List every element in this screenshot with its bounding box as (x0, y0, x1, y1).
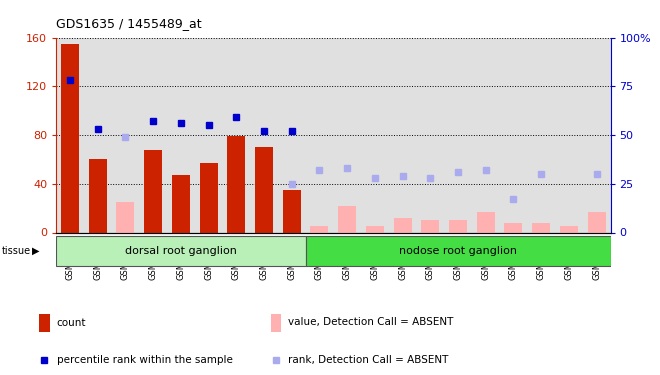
Bar (310, 226, 329, 232)
Bar (39, 314, 50, 332)
Bar (560, 226, 578, 232)
Bar (338, 206, 356, 232)
Bar (88, 159, 107, 232)
Text: tissue: tissue (2, 246, 31, 256)
Bar (449, 220, 467, 232)
Text: count: count (57, 318, 86, 327)
Text: percentile rank within the sample: percentile rank within the sample (57, 355, 232, 365)
Bar (61, 44, 79, 232)
Text: nodose root ganglion: nodose root ganglion (399, 246, 517, 256)
Bar (271, 314, 281, 332)
Bar (421, 220, 440, 232)
Bar (393, 218, 412, 232)
Text: rank, Detection Call = ABSENT: rank, Detection Call = ABSENT (288, 355, 449, 365)
Bar (56, 236, 306, 266)
Bar (306, 236, 610, 266)
Text: GDS1635 / 1455489_at: GDS1635 / 1455489_at (56, 17, 202, 30)
Bar (587, 212, 606, 232)
Bar (144, 150, 162, 232)
Bar (199, 163, 218, 232)
Bar (504, 223, 523, 232)
Bar (532, 223, 550, 232)
Text: ▶: ▶ (32, 246, 39, 256)
Bar (255, 147, 273, 232)
Bar (282, 190, 301, 232)
Bar (172, 175, 190, 232)
Text: value, Detection Call = ABSENT: value, Detection Call = ABSENT (288, 318, 454, 327)
Bar (477, 212, 495, 232)
Bar (366, 226, 384, 232)
Bar (116, 202, 135, 232)
Bar (227, 136, 246, 232)
Text: dorsal root ganglion: dorsal root ganglion (125, 246, 237, 256)
